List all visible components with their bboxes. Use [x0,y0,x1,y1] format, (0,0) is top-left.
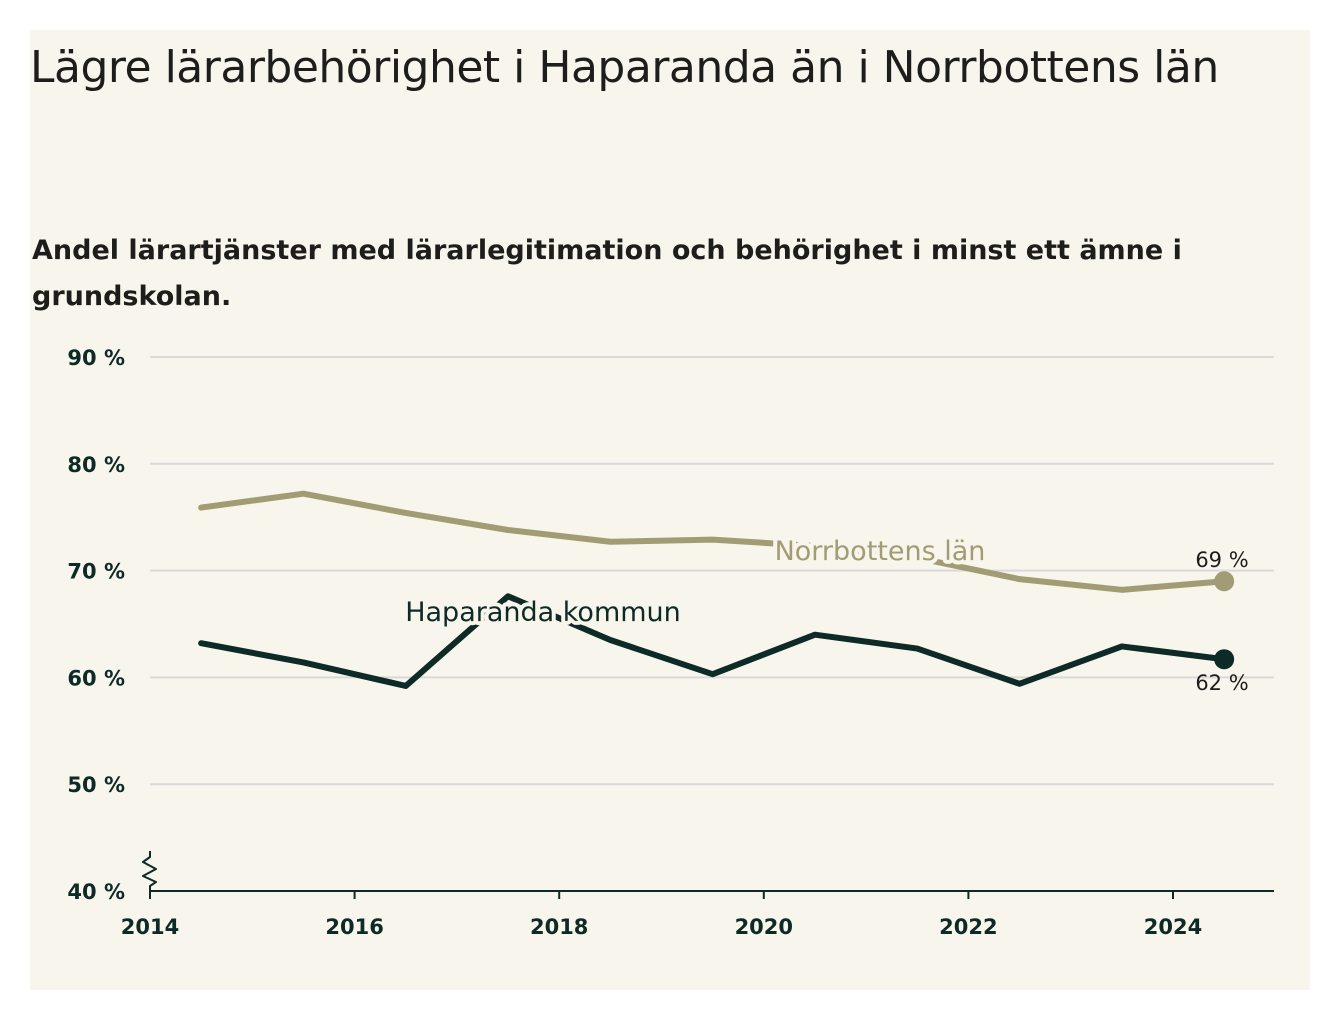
chart-title: Lägre lärarbehörighet i Haparanda än i N… [30,42,1219,93]
chart-card [30,30,1310,990]
y-tick-label: 80 % [67,453,125,477]
y-tick-label: 40 % [67,880,125,904]
chart-subtitle: Andel lärartjänster med lärarlegitimatio… [32,235,1182,312]
series-label: Norrbottens län [775,536,986,567]
x-tick-label: 2018 [530,915,588,939]
y-tick-label: 50 % [67,773,125,797]
end-value-label: 69 % [1195,548,1248,572]
x-tick-label: 2020 [735,915,793,939]
series-end-point [1214,649,1235,670]
y-tick-label: 70 % [67,560,125,584]
y-tick-label: 60 % [67,666,125,690]
y-tick-label: 90 % [67,346,125,370]
series-line-norrbottens-l-n [198,490,1228,593]
end-value-label: 62 % [1195,671,1248,695]
axis-break-icon [142,851,157,891]
series-label: Haparanda kommun [405,597,681,628]
x-tick-label: 2014 [121,915,179,939]
x-tick-label: 2022 [939,915,997,939]
x-tick-label: 2016 [325,915,383,939]
series-line-haparanda-kommun [198,593,1228,689]
series-end-point [1214,571,1235,592]
x-tick-label: 2024 [1144,915,1202,939]
